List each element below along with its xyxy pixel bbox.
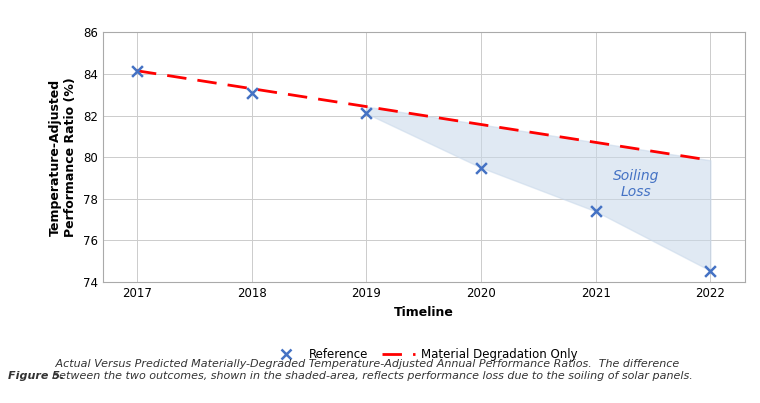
Text: Figure 5.: Figure 5. — [8, 371, 64, 381]
Text: Soiling
Loss: Soiling Loss — [613, 169, 659, 199]
Legend: Reference, Material Degradation Only: Reference, Material Degradation Only — [265, 344, 582, 366]
Point — [245, 89, 258, 96]
Y-axis label: Temperature-Adjusted
Performance Ratio (%): Temperature-Adjusted Performance Ratio (… — [49, 77, 78, 237]
Point — [590, 208, 602, 214]
Point — [705, 268, 717, 274]
Point — [360, 110, 372, 117]
Point — [475, 164, 487, 171]
Text: Actual Versus Predicted Materially-Degraded Temperature-Adjusted Annual Performa: Actual Versus Predicted Materially-Degra… — [52, 359, 692, 381]
X-axis label: Timeline: Timeline — [394, 305, 454, 318]
Point — [131, 68, 143, 74]
